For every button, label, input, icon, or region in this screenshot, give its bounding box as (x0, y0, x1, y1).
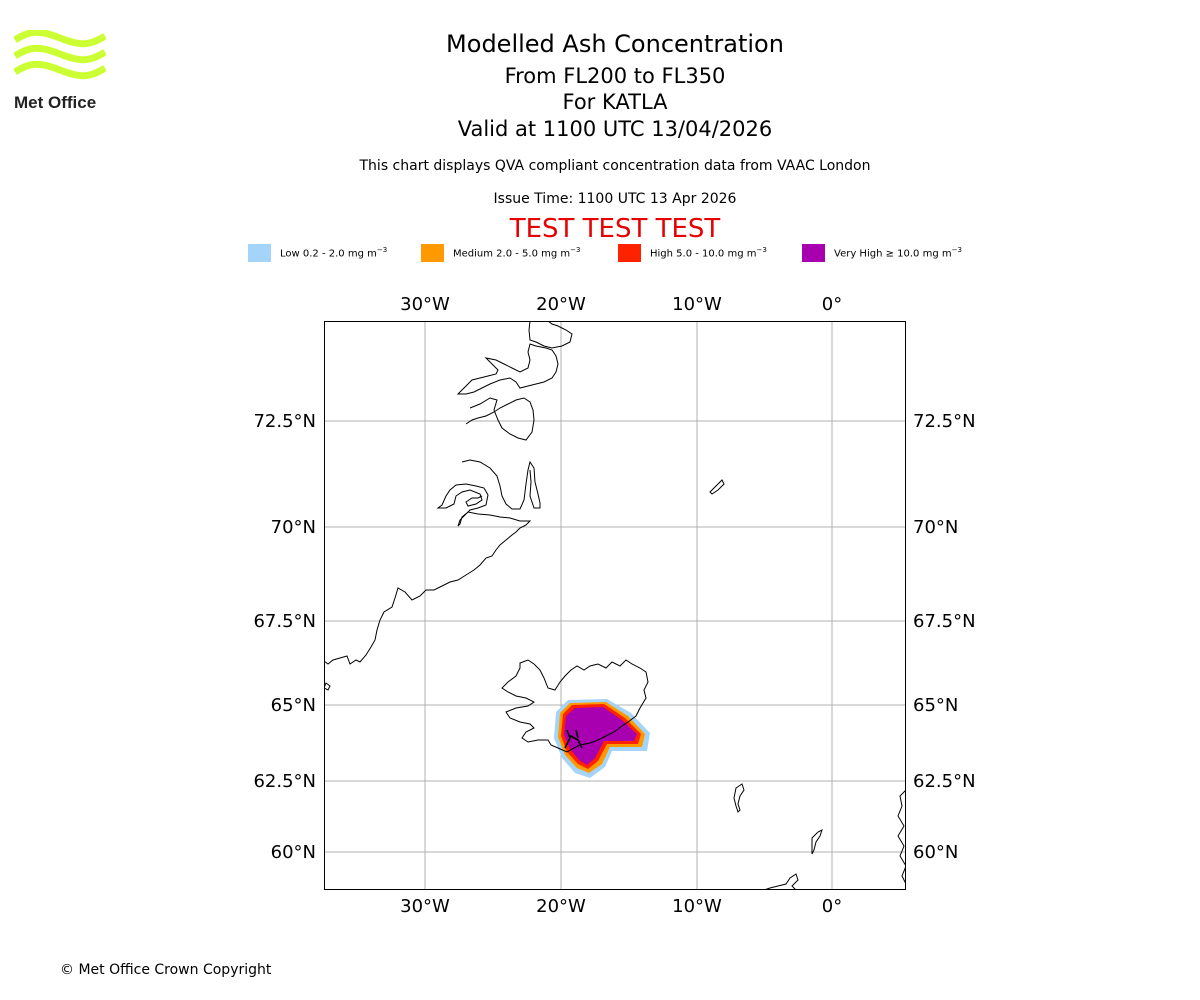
lon-label-bottom: 30°W (400, 896, 450, 917)
coastlines (324, 321, 906, 890)
chart-title: Modelled Ash Concentration (446, 30, 784, 58)
map-frame (324, 321, 906, 890)
greenland-coast (324, 483, 532, 665)
graticule (324, 321, 906, 890)
lon-label-bottom: 0° (822, 896, 842, 917)
logo-text: Met Office (14, 93, 96, 112)
volcano-marker (564, 729, 583, 749)
iceland-coast (501, 659, 649, 753)
ash-plume (554, 699, 650, 778)
lat-label-right: 62.5°N (913, 771, 976, 792)
lat-label-right: 67.5°N (913, 611, 976, 632)
greenland-north-2 (456, 343, 559, 395)
greenland-fjord (461, 459, 541, 510)
legend-swatch-very-high (802, 244, 825, 262)
lon-label-top: 20°W (536, 294, 586, 315)
lat-label-right: 65°N (913, 695, 958, 716)
lon-label-top: 10°W (672, 294, 722, 315)
lon-label-bottom: 10°W (672, 896, 722, 917)
legend-label-medium: Medium 2.0 - 5.0 mg m−3 (453, 246, 581, 260)
lat-label-left: 62.5°N (253, 771, 316, 792)
shetland (811, 829, 823, 855)
volcano-name: For KATLA (562, 90, 668, 114)
lon-label-bottom: 20°W (536, 896, 586, 917)
flight-levels: From FL200 to FL350 (504, 64, 726, 88)
lat-label-left: 72.5°N (253, 411, 316, 432)
legend-swatch-low (248, 244, 271, 262)
met-office-wave-icon: Met Office (13, 28, 107, 112)
lat-label-left: 65°N (271, 695, 316, 716)
test-banner: TEST TEST TEST (509, 214, 721, 244)
greenland-north (528, 321, 573, 349)
lat-label-left: 67.5°N (253, 611, 316, 632)
legend-label-high: High 5.0 - 10.0 mg m−3 (650, 246, 767, 260)
copyright-notice: © Met Office Crown Copyright (60, 962, 272, 978)
legend-label-low: Low 0.2 - 2.0 mg m−3 (280, 246, 388, 260)
norway-coast (897, 789, 906, 885)
lat-label-right: 60°N (913, 842, 958, 863)
ash-contour-very-high (564, 707, 637, 765)
lat-label-right: 70°N (913, 517, 958, 538)
chart-description: This chart displays QVA compliant concen… (359, 158, 871, 174)
legend-swatch-medium (421, 244, 444, 262)
legend-swatch-high (618, 244, 641, 262)
scotland-coast (763, 873, 799, 890)
jan-mayen (709, 479, 725, 495)
lon-label-top: 0° (822, 294, 842, 315)
faroe-islands (733, 783, 745, 813)
validity-time: Valid at 1100 UTC 13/04/2026 (457, 117, 773, 141)
greenland-inlet (465, 397, 535, 441)
issue-time: Issue Time: 1100 UTC 13 Apr 2026 (493, 191, 737, 207)
lat-label-left: 70°N (271, 517, 316, 538)
lon-label-top: 30°W (400, 294, 450, 315)
met-office-logo: Met Office (13, 28, 107, 112)
legend-label-very-high: Very High ≥ 10.0 mg m−3 (834, 246, 962, 260)
lat-label-right: 72.5°N (913, 411, 976, 432)
lat-label-left: 60°N (271, 842, 316, 863)
